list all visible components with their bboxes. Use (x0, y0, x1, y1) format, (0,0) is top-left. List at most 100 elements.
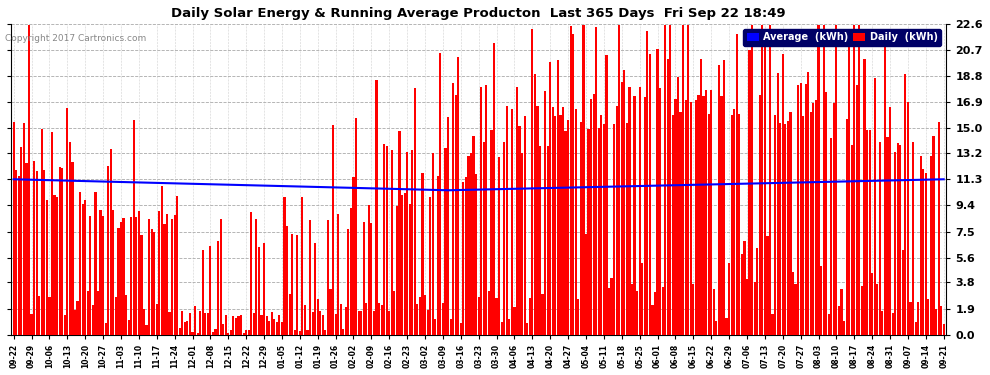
Bar (940, 306, 942, 334)
Bar (700, 59, 702, 334)
Bar (184, 322, 186, 334)
Bar (440, 53, 442, 334)
Bar (89, 216, 91, 334)
Bar (49, 297, 50, 334)
Bar (270, 312, 273, 334)
Bar (661, 286, 663, 334)
Bar (84, 200, 86, 334)
Bar (349, 208, 352, 334)
Bar (296, 235, 298, 334)
Bar (276, 322, 278, 334)
Bar (18, 176, 20, 334)
Bar (654, 292, 656, 334)
Bar (265, 316, 267, 334)
Bar (644, 97, 645, 334)
Bar (435, 319, 437, 334)
Bar (94, 192, 96, 334)
Bar (930, 156, 932, 334)
Bar (97, 291, 99, 334)
Bar (605, 55, 608, 334)
Bar (595, 27, 597, 334)
Bar (383, 144, 385, 334)
Bar (751, 25, 753, 334)
Bar (631, 284, 633, 334)
Bar (569, 26, 572, 334)
Bar (554, 116, 556, 334)
Bar (309, 220, 311, 334)
Bar (222, 324, 225, 334)
Bar (828, 314, 830, 334)
Bar (687, 25, 689, 334)
Bar (357, 311, 359, 334)
Bar (572, 34, 574, 334)
Bar (611, 278, 613, 334)
Bar (580, 122, 582, 334)
Bar (613, 124, 615, 334)
Bar (327, 219, 329, 334)
Bar (146, 325, 148, 334)
Bar (892, 313, 894, 334)
Bar (204, 313, 206, 334)
Bar (56, 197, 58, 334)
Bar (454, 95, 456, 334)
Bar (564, 131, 566, 334)
Bar (508, 320, 511, 334)
Bar (526, 323, 529, 334)
Bar (626, 123, 628, 334)
Bar (81, 204, 84, 334)
Bar (465, 177, 467, 334)
Bar (41, 129, 43, 334)
Bar (771, 314, 773, 334)
Bar (853, 25, 855, 334)
Bar (118, 228, 120, 334)
Bar (876, 284, 878, 334)
Bar (593, 94, 595, 334)
Bar (776, 73, 779, 334)
Bar (769, 25, 771, 334)
Bar (380, 305, 383, 334)
Title: Daily Solar Energy & Running Average Producton  Last 365 Days  Fri Sep 22 18:49: Daily Solar Energy & Running Average Pro… (171, 7, 786, 20)
Bar (736, 34, 738, 334)
Bar (868, 130, 871, 334)
Bar (743, 241, 745, 334)
Bar (766, 236, 768, 334)
Bar (642, 263, 644, 334)
Bar (745, 279, 748, 334)
Bar (199, 310, 201, 334)
Bar (897, 143, 899, 334)
Bar (44, 170, 46, 334)
Bar (215, 330, 217, 334)
Bar (46, 200, 48, 334)
Bar (477, 297, 480, 334)
Bar (498, 158, 500, 334)
Bar (286, 226, 288, 334)
Bar (337, 214, 340, 334)
Bar (424, 295, 426, 334)
Bar (123, 218, 125, 334)
Bar (194, 306, 196, 334)
Bar (288, 294, 291, 334)
Bar (335, 314, 337, 334)
Bar (373, 311, 375, 334)
Bar (639, 87, 641, 334)
Bar (250, 212, 252, 334)
Bar (462, 182, 464, 334)
Bar (511, 109, 513, 334)
Bar (102, 216, 104, 334)
Bar (784, 124, 786, 334)
Bar (761, 25, 763, 334)
Bar (562, 107, 564, 334)
Bar (143, 309, 146, 334)
Bar (818, 25, 820, 334)
Bar (26, 164, 28, 334)
Bar (899, 145, 901, 334)
Bar (624, 70, 626, 334)
Bar (544, 91, 546, 334)
Bar (863, 59, 865, 334)
Bar (63, 315, 66, 334)
Bar (695, 100, 697, 334)
Bar (577, 300, 579, 334)
Bar (787, 121, 789, 334)
Bar (230, 330, 232, 334)
Bar (393, 291, 395, 334)
